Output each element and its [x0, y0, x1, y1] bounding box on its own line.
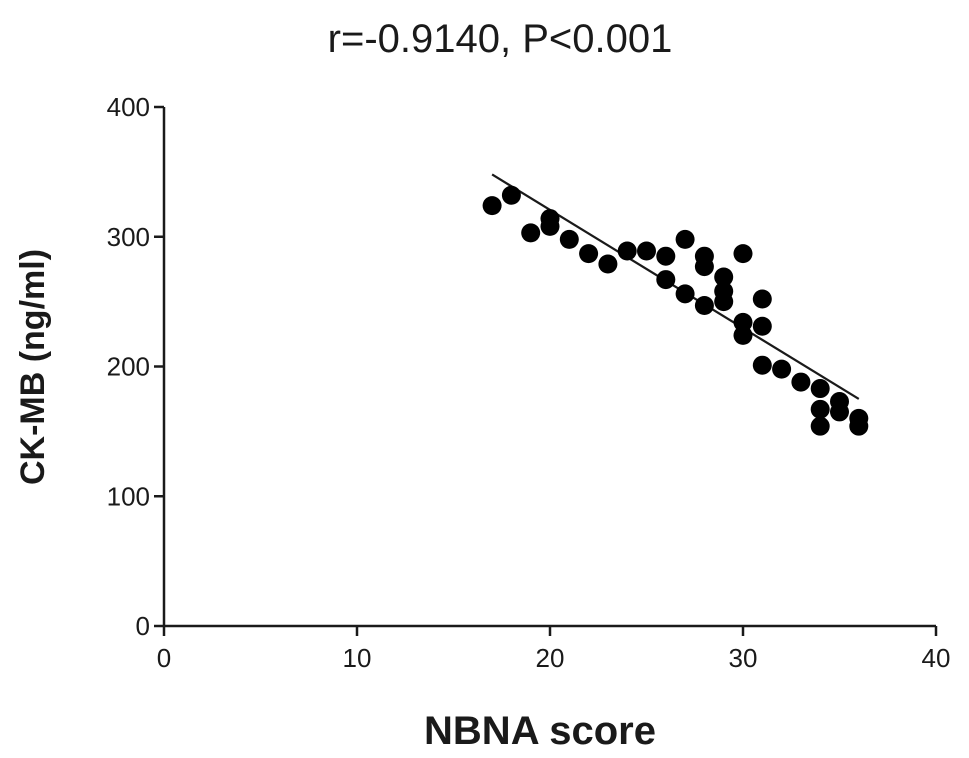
- data-point: [501, 185, 521, 205]
- y-tick-label: 300: [107, 222, 150, 252]
- data-point: [772, 359, 792, 379]
- y-axis-ticks: 0 100 200 300 400: [107, 92, 164, 641]
- data-point: [482, 196, 502, 216]
- data-point: [791, 372, 811, 392]
- data-point: [752, 355, 772, 375]
- data-point: [752, 316, 772, 336]
- data-point: [849, 416, 869, 436]
- y-tick-label: 0: [136, 611, 150, 641]
- x-tick-label: 40: [922, 643, 951, 673]
- data-point: [752, 289, 772, 309]
- data-point: [540, 216, 560, 236]
- data-point: [675, 229, 695, 249]
- data-point: [810, 399, 830, 419]
- data-point: [810, 416, 830, 436]
- data-point: [579, 244, 599, 264]
- data-point: [733, 325, 753, 345]
- data-point: [656, 246, 676, 266]
- data-point: [521, 223, 541, 243]
- x-axis-ticks: 0 10 20 30 40: [157, 626, 951, 673]
- chart-title: r=-0.9140, P<0.001: [328, 17, 673, 61]
- data-point: [714, 267, 734, 287]
- data-point: [810, 379, 830, 399]
- data-point: [559, 229, 579, 249]
- data-points: [482, 185, 869, 436]
- y-tick-label: 200: [107, 352, 150, 382]
- data-point: [637, 241, 656, 261]
- x-tick-label: 0: [157, 643, 171, 673]
- y-axis-label: CK-MB (ng/ml): [14, 249, 52, 485]
- x-tick-label: 20: [536, 643, 565, 673]
- data-point: [694, 296, 714, 316]
- data-point: [733, 244, 753, 264]
- data-point: [656, 270, 676, 290]
- data-point: [714, 292, 734, 312]
- data-point: [694, 257, 714, 277]
- data-point: [598, 254, 618, 274]
- x-tick-label: 30: [729, 643, 758, 673]
- data-point: [675, 284, 695, 304]
- y-tick-label: 400: [107, 92, 150, 122]
- x-axis-label: NBNA score: [424, 709, 656, 753]
- regression-line: [491, 173, 860, 400]
- x-tick-label: 10: [343, 643, 372, 673]
- y-tick-label: 100: [107, 481, 150, 511]
- data-point: [617, 241, 637, 261]
- data-point: [830, 402, 849, 422]
